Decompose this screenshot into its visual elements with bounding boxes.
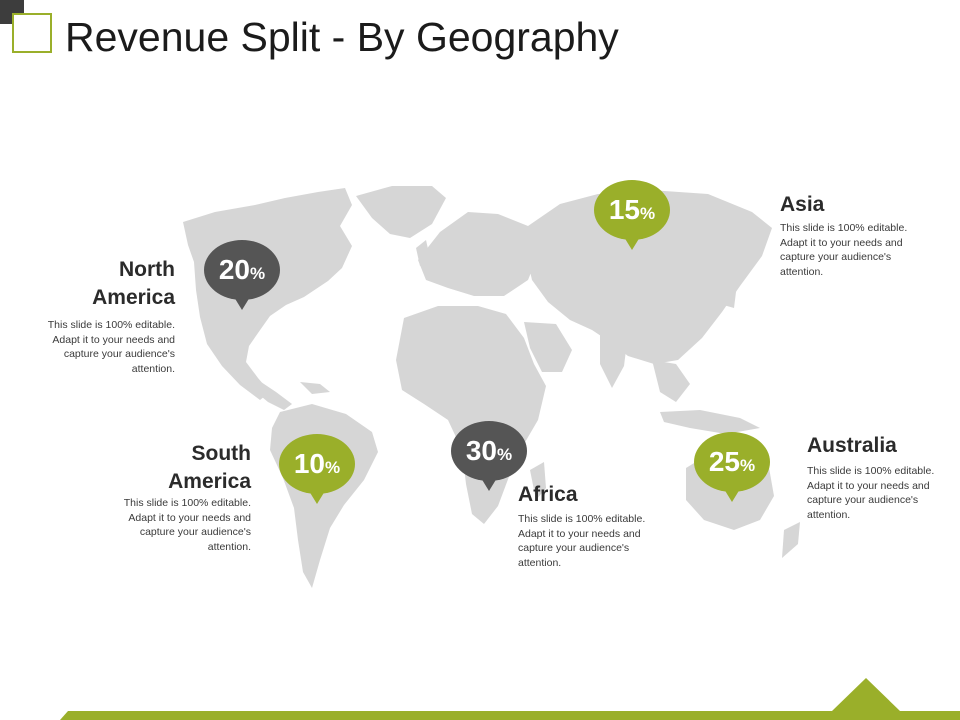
map-north-america bbox=[183, 188, 352, 400]
africa-badge: 30% bbox=[451, 421, 527, 481]
map-indonesia bbox=[660, 410, 760, 434]
corner-outline-square bbox=[12, 13, 52, 53]
map-greenland bbox=[356, 186, 446, 238]
footer-band bbox=[60, 678, 960, 720]
map-uk bbox=[416, 240, 430, 266]
africa-description: This slide is 100% editable. Adapt it to… bbox=[518, 513, 646, 569]
map-india bbox=[600, 330, 628, 388]
south-america-badge: 10% bbox=[279, 434, 355, 494]
map-se-asia bbox=[652, 360, 690, 402]
north-america-badge: 20% bbox=[204, 240, 280, 300]
south-america-title: South America bbox=[168, 442, 251, 493]
asia-description: This slide is 100% editable. Adapt it to… bbox=[780, 222, 908, 278]
australia-title: Australia bbox=[807, 434, 897, 457]
map-asia bbox=[526, 190, 772, 364]
map-caribbean bbox=[300, 382, 330, 394]
australia-description: This slide is 100% editable. Adapt it to… bbox=[807, 465, 935, 521]
map-central-america bbox=[256, 380, 292, 410]
map-new-zealand bbox=[782, 522, 800, 558]
asia-badge: 15% bbox=[594, 180, 670, 240]
asia-title: Asia bbox=[780, 193, 825, 216]
map-madagascar bbox=[530, 462, 546, 500]
footer-stripe bbox=[60, 711, 960, 720]
south-america-description: This slide is 100% editable. Adapt it to… bbox=[123, 497, 251, 553]
australia-badge: 25% bbox=[694, 432, 770, 492]
map-europe bbox=[418, 212, 540, 296]
slide-title: Revenue Split - By Geography bbox=[65, 14, 619, 60]
africa-title: Africa bbox=[518, 483, 578, 506]
north-america-description: This slide is 100% editable. Adapt it to… bbox=[47, 319, 175, 375]
map-japan bbox=[720, 268, 738, 308]
footer-triangle bbox=[832, 678, 900, 711]
north-america-title: North America bbox=[92, 258, 175, 309]
map-arabia bbox=[524, 322, 572, 372]
